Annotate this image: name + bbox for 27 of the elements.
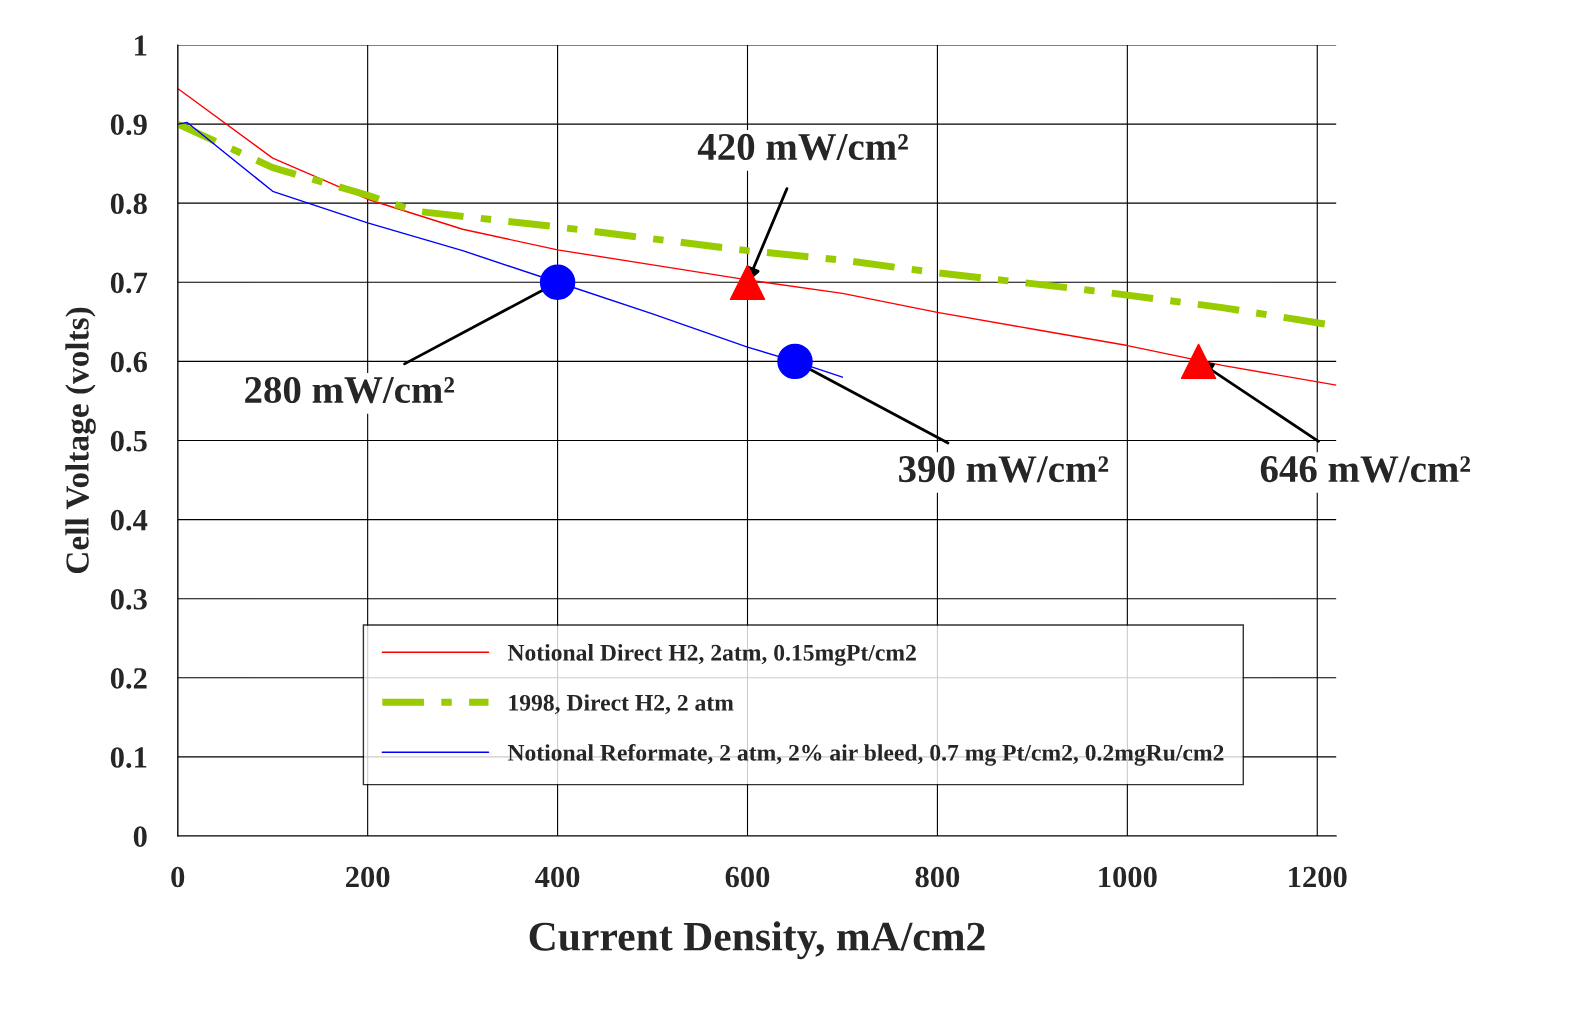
- x-tick-label: 600: [725, 866, 770, 888]
- annotation: 390 mW/cm²: [899, 455, 1109, 483]
- y-tick-label: 0: [133, 826, 147, 847]
- x-tick-label: 0: [171, 866, 185, 888]
- y-axis-title: Cell Voltage (volts): [65, 307, 96, 574]
- y-tick-label: 0.6: [110, 351, 147, 373]
- x-tick-label: 1000: [1099, 866, 1157, 888]
- x-tick-label: 400: [535, 866, 580, 888]
- y-tick-label: 0.5: [110, 430, 147, 452]
- y-tick-label: 0.7: [110, 272, 148, 294]
- legend-label: Notional Direct H2, 2atm, 0.15mgPt/cm2: [507, 644, 916, 666]
- y-tick-label: 0.9: [110, 114, 147, 136]
- x-tick-label: 1200: [1289, 866, 1347, 888]
- x-tick-label: 200: [346, 866, 390, 888]
- annotation: 646 mW/cm²: [1260, 456, 1471, 483]
- y-tick-label: 0.8: [110, 193, 147, 215]
- y-tick-label: 1: [135, 35, 147, 56]
- x-axis-title: Current Density, mA/cm2: [529, 921, 985, 960]
- y-tick-label: 0.4: [110, 509, 148, 531]
- legend-label: Notional Reformate, 2 atm, 2% air bleed, 0.7 mg Pt/cm2, 0.2mgRu/cm2: [507, 743, 1224, 766]
- y-tick-label: 0.2: [110, 668, 147, 689]
- y-tick-label: 0.3: [110, 588, 147, 610]
- annotation: 420 mW/cm²: [697, 133, 908, 161]
- annotation: 280 mW/cm²: [245, 376, 455, 404]
- y-tick-label: 0.1: [110, 747, 147, 768]
- legend-label: 1998, Direct H2, 2 atm: [509, 694, 734, 715]
- x-tick-label: 800: [915, 866, 960, 888]
